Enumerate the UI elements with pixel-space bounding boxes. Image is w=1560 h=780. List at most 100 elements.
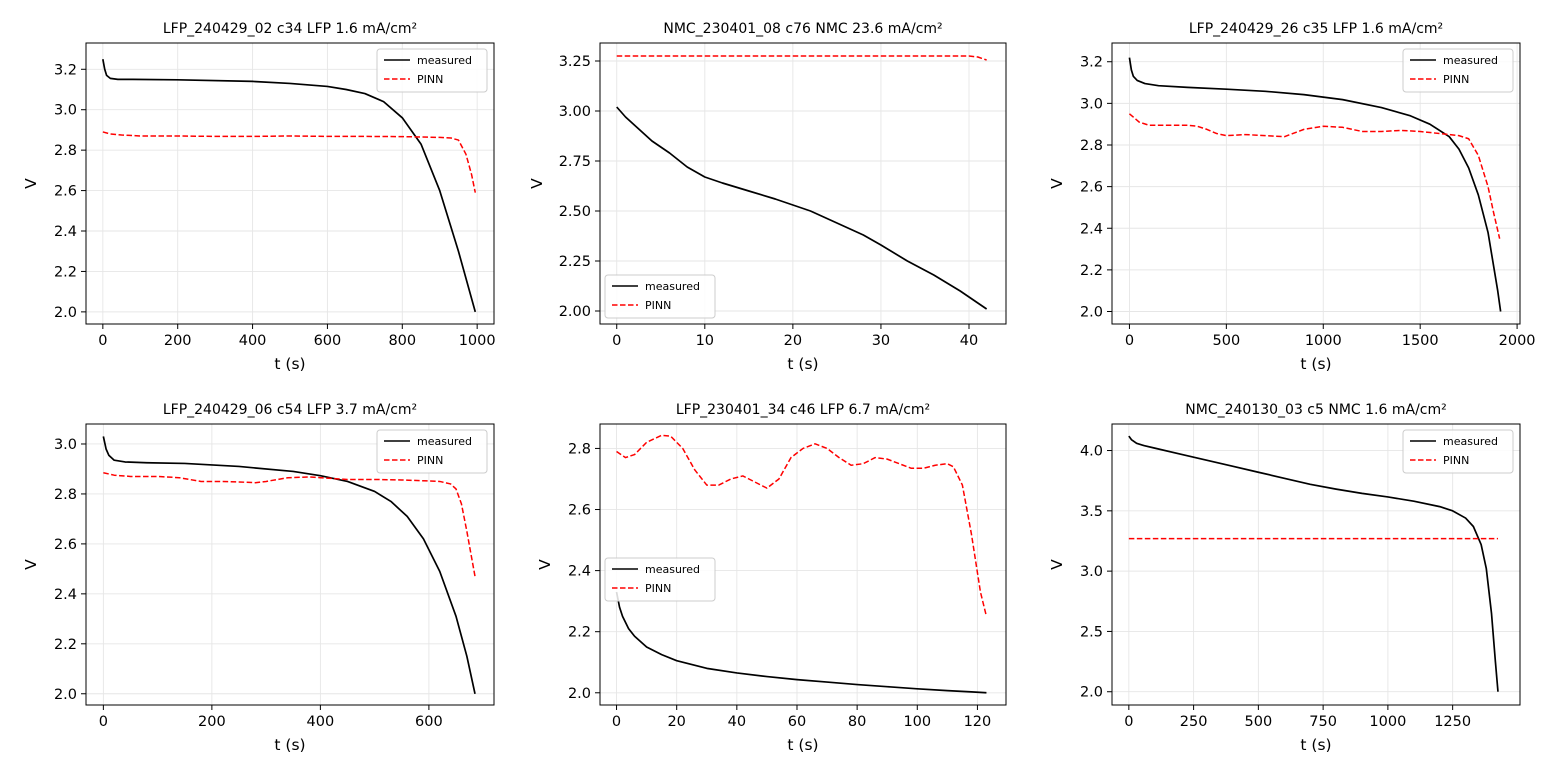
x-tick-label: 800 <box>388 333 416 349</box>
y-axis-label: V <box>22 559 40 570</box>
y-tick-label: 2.0 <box>568 686 591 702</box>
series-line-pinn <box>1128 113 1501 239</box>
legend-label-pinn: PINN <box>417 73 443 86</box>
x-tick-label: 0 <box>612 714 621 730</box>
legend: measured PINN <box>376 429 488 474</box>
chart-panel-2: 0 10 20 30 40 2.00 2.25 2.50 2.75 3.00 3.25 NMC_230… <box>528 21 1007 373</box>
legend-label-pinn: PINN <box>645 299 671 312</box>
x-tick-label: 600 <box>314 333 342 349</box>
legend-label-pinn: PINN <box>1443 454 1469 467</box>
y-tick-label: 2.8 <box>54 487 77 503</box>
series-line-pinn <box>616 434 988 617</box>
y-tick-label: 2.75 <box>559 154 591 170</box>
chart-panel-5: 0 20 40 60 80 100 120 2.0 2.2 2.4 2.6 2.8 LFP_230401… <box>536 402 1007 754</box>
plot-frame <box>1111 423 1521 706</box>
chart-panel-3: 0 500 1000 1500 2000 2.0 2.2 2.4 2.6 2.8 3.0 3.2 LFP… <box>1048 21 1536 373</box>
chart-panel-1: 0 200 400 600 800 1000 2.0 2.2 2.4 2.6 2.8 3.0 3.2 LF… <box>22 21 496 373</box>
y-tick-label: 2.50 <box>559 204 591 220</box>
x-tick-label: 100 <box>903 714 931 730</box>
legend-label-measured: measured <box>645 280 700 293</box>
legend-label-measured: measured <box>417 435 472 448</box>
chart-title: NMC_230401_08 c76 NMC 23.6 mA/cm² <box>663 21 942 37</box>
y-tick-label: 2.0 <box>1080 685 1103 701</box>
legend-label-measured: measured <box>1443 435 1498 448</box>
legend: measured PINN <box>604 557 716 602</box>
plot-frame <box>599 423 1007 706</box>
y-axis-label: V <box>1048 559 1066 570</box>
x-tick-label: 0 <box>1125 333 1134 349</box>
x-tick-label: 400 <box>239 333 267 349</box>
y-tick-label: 3.2 <box>54 62 77 78</box>
y-axis-label: V <box>528 178 546 189</box>
series-line-pinn <box>103 471 476 577</box>
y-axis-label: V <box>1048 178 1066 189</box>
x-tick-label: 1000 <box>1369 714 1406 730</box>
y-tick-label: 2.0 <box>54 305 77 321</box>
x-tick-label: 1000 <box>1305 333 1342 349</box>
series-line-measured <box>1128 435 1499 692</box>
legend-label-measured: measured <box>645 563 700 576</box>
x-tick-label: 1000 <box>459 333 496 349</box>
y-tick-label: 3.0 <box>1080 96 1103 112</box>
chart-title: LFP_230401_34 c46 LFP 6.7 mA/cm² <box>676 402 930 418</box>
y-tick-label: 2.8 <box>568 441 591 457</box>
y-tick-label: 3.0 <box>54 437 77 453</box>
series-line-pinn <box>616 55 987 61</box>
legend-label-measured: measured <box>417 54 472 67</box>
y-tick-label: 2.2 <box>54 637 77 653</box>
x-tick-label: 200 <box>198 714 226 730</box>
series-line-measured <box>102 59 477 313</box>
x-tick-label: 20 <box>667 714 685 730</box>
x-tick-label: 750 <box>1309 714 1337 730</box>
chart-panel-6: 0 250 500 750 1000 1250 2.0 2.5 3.0 3.5 4.0 NMC_240… <box>1048 402 1521 754</box>
plot-frame <box>85 42 495 325</box>
y-tick-label: 3.5 <box>1080 504 1103 520</box>
x-tick-label: 1500 <box>1402 333 1439 349</box>
x-tick-label: 250 <box>1180 714 1208 730</box>
x-axis-label: t (s) <box>274 355 305 373</box>
x-tick-label: 0 <box>612 333 621 349</box>
x-tick-label: 30 <box>872 333 890 349</box>
chart-title: LFP_240429_02 c34 LFP 1.6 mA/cm² <box>163 21 417 37</box>
chart-title: NMC_240130_03 c5 NMC 1.6 mA/cm² <box>1185 402 1446 418</box>
y-tick-label: 2.0 <box>54 687 77 703</box>
x-axis-label: t (s) <box>787 355 818 373</box>
y-tick-label: 3.00 <box>559 104 591 120</box>
y-tick-label: 3.2 <box>1080 55 1103 71</box>
y-tick-label: 3.0 <box>54 103 77 119</box>
x-tick-label: 40 <box>960 333 978 349</box>
x-tick-label: 0 <box>99 714 108 730</box>
y-axis-label: V <box>22 178 40 189</box>
x-tick-label: 10 <box>696 333 714 349</box>
plot-frame <box>85 423 495 706</box>
x-tick-label: 2000 <box>1499 333 1536 349</box>
x-tick-label: 200 <box>164 333 192 349</box>
legend: measured PINN <box>376 48 488 93</box>
y-tick-label: 2.8 <box>1080 138 1103 154</box>
x-tick-label: 120 <box>964 714 992 730</box>
series-line-measured <box>616 106 988 310</box>
y-tick-label: 4.0 <box>1080 444 1103 460</box>
legend-label-measured: measured <box>1443 54 1498 67</box>
x-tick-label: 20 <box>784 333 802 349</box>
y-tick-label: 2.5 <box>1080 624 1103 640</box>
y-tick-label: 2.2 <box>54 264 77 280</box>
legend: measured PINN <box>1402 48 1514 93</box>
y-tick-label: 2.25 <box>559 254 591 270</box>
x-axis-label: t (s) <box>1300 355 1331 373</box>
x-tick-label: 0 <box>1124 714 1133 730</box>
chart-title: LFP_240429_26 c35 LFP 1.6 mA/cm² <box>1189 21 1443 37</box>
y-axis-label: V <box>536 559 554 570</box>
x-tick-label: 1250 <box>1434 714 1471 730</box>
series-line-measured <box>1128 57 1502 312</box>
x-axis-label: t (s) <box>1300 736 1331 754</box>
y-tick-label: 2.4 <box>54 224 77 240</box>
legend-label-pinn: PINN <box>645 582 671 595</box>
series-line-pinn <box>102 131 477 193</box>
legend: measured PINN <box>1402 429 1514 474</box>
series-line-measured <box>102 436 476 694</box>
chart-panel-4: 0 200 400 600 2.0 2.2 2.4 2.6 2.8 3.0 LFP_240429_0… <box>22 402 495 754</box>
y-tick-label: 2.2 <box>1080 263 1103 279</box>
y-tick-label: 2.0 <box>1080 305 1103 321</box>
x-tick-label: 40 <box>728 714 746 730</box>
